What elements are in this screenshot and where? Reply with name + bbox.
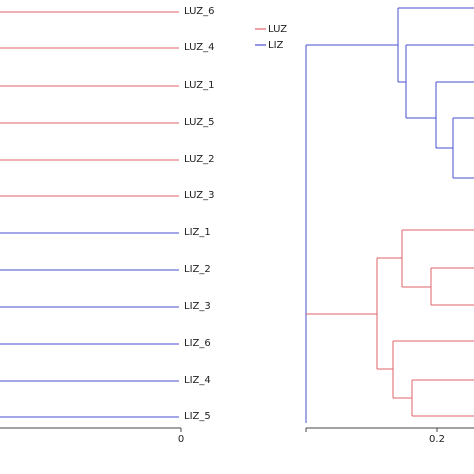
right-panel: LUZ LIZ 0.2 [255, 7, 474, 445]
legend-label-liz: LIZ [268, 40, 284, 51]
luz-clade-root-branch [376, 257, 402, 370]
left-branches [0, 11, 179, 418]
legend: LUZ LIZ [255, 24, 287, 51]
liz-clade-branch-a [397, 7, 474, 83]
luz-clade-branch-upper [401, 229, 474, 288]
leaf-label-luz-1: LUZ_1 [184, 80, 214, 91]
legend-label-luz: LUZ [268, 24, 287, 35]
liz-clade-branch-d [452, 117, 474, 179]
leaf-label-luz-6: LUZ_6 [184, 6, 214, 17]
left-panel: LUZ_6 LUZ_4 LUZ_1 LUZ_5 LUZ_2 LUZ_3 LIZ_… [0, 6, 214, 445]
luz-clade-branch-upper-inner [430, 267, 474, 306]
leaf-label-liz-6: LIZ_6 [184, 338, 211, 349]
leaf-label-luz-4: LUZ_4 [184, 42, 214, 53]
luz-clade-branch-lower-inner [411, 379, 474, 417]
leaf-label-liz-1: LIZ_1 [184, 227, 211, 238]
leaf-label-luz-2: LUZ_2 [184, 154, 214, 165]
right-dendrogram [305, 7, 474, 423]
leaf-label-luz-5: LUZ_5 [184, 117, 214, 128]
leaf-label-liz-4: LIZ_4 [184, 375, 211, 386]
left-axis-tick-label: 0 [178, 434, 184, 445]
leaf-label-liz-3: LIZ_3 [184, 301, 211, 312]
right-axis-tick-label: 0.2 [429, 434, 445, 445]
liz-clade-branch-b [405, 44, 474, 119]
leaf-label-liz-2: LIZ_2 [184, 264, 211, 275]
luz-clade-branch-lower [392, 340, 474, 399]
leaf-label-luz-3: LUZ_3 [184, 190, 214, 201]
liz-clade-branch-c [435, 81, 474, 149]
leaf-label-liz-5: LIZ_5 [184, 411, 211, 422]
